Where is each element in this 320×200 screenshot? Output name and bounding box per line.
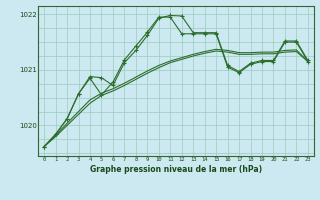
X-axis label: Graphe pression niveau de la mer (hPa): Graphe pression niveau de la mer (hPa) (90, 165, 262, 174)
